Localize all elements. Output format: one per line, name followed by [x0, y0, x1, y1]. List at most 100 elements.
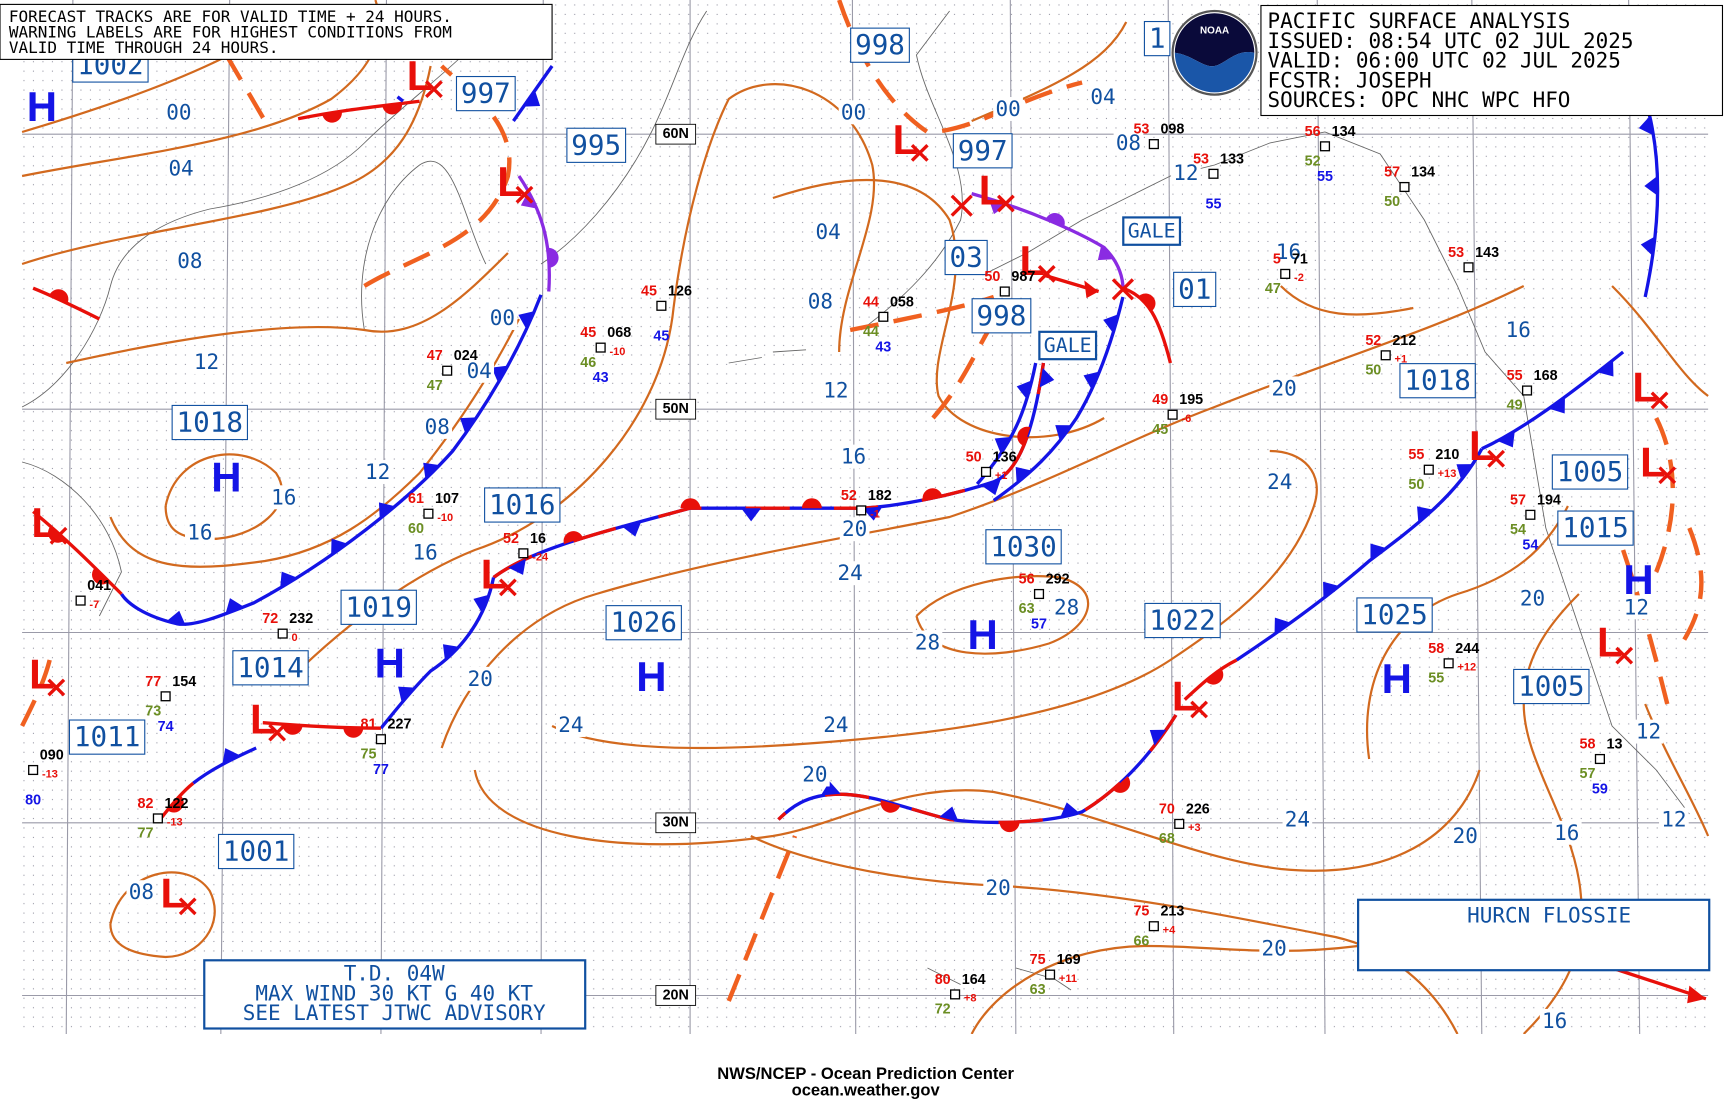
station-s: 74	[158, 719, 174, 735]
station	[950, 989, 961, 1000]
pressure-label-box	[952, 133, 1013, 169]
center-x	[47, 678, 66, 697]
station-p: 16	[530, 531, 546, 547]
isobar-label-bg	[164, 100, 194, 125]
station-t: 58	[1580, 736, 1596, 752]
station-p: 226	[1186, 801, 1210, 817]
front-semicircle	[680, 498, 701, 509]
warning-line: VALID TIME THROUGH 24 HOURS.	[9, 38, 279, 57]
front-semicircle	[1205, 668, 1224, 685]
gale-label: GALE	[1044, 334, 1092, 357]
isobar-label: 20	[468, 667, 493, 691]
station-s: 59	[1592, 782, 1608, 798]
isobar-label: 28	[1054, 595, 1079, 619]
front-triangle	[225, 598, 244, 614]
station-t: 57	[1510, 492, 1526, 508]
front-triangle	[1417, 506, 1434, 523]
station-p: 194	[1537, 492, 1561, 508]
isobar-label: 16	[271, 485, 296, 509]
front-triangle	[1097, 244, 1115, 261]
isobar-label: 24	[838, 561, 863, 585]
station-p: 068	[607, 325, 631, 341]
front-triangle	[741, 508, 762, 522]
front-triangle	[473, 594, 490, 613]
pressure-label: 995	[571, 129, 621, 161]
center-x	[1658, 466, 1677, 485]
station-s: 77	[373, 762, 389, 778]
occl-front	[517, 175, 551, 292]
station	[152, 813, 163, 824]
station	[1044, 969, 1056, 980]
pressure-label-box	[340, 589, 417, 625]
station-t: 44	[863, 294, 879, 310]
pressure-label-box	[217, 833, 295, 870]
pressure-label: 1015	[1562, 512, 1628, 544]
station-tend: -1	[870, 509, 880, 521]
station-p: 213	[1160, 904, 1184, 920]
pressure-label-box	[1173, 271, 1217, 308]
station-s: 55	[1205, 196, 1221, 212]
station-p: 136	[993, 449, 1017, 465]
isobar-label: 20	[1453, 824, 1478, 848]
front-triangle	[1103, 314, 1119, 334]
front-semicircle	[1139, 293, 1156, 311]
footer-line: ocean.weather.gov	[792, 1081, 941, 1100]
front-semicircle	[880, 800, 901, 813]
front-triangle	[331, 538, 348, 556]
isobar-label-bg	[1171, 160, 1201, 185]
station	[1280, 268, 1291, 279]
station-tend: -6	[1181, 413, 1191, 425]
coastlines	[21, 10, 1690, 991]
isobar-label: 16	[1542, 1009, 1567, 1033]
station-t: 53	[1193, 151, 1209, 167]
lat-label: 60N	[663, 126, 689, 142]
header-line: SOURCES: OPC NHC WPC HFO	[1268, 88, 1571, 112]
front-triangle	[166, 610, 186, 626]
isobar-label: 20	[802, 763, 827, 787]
station-p: 182	[868, 488, 892, 504]
isobar-label: 16	[1506, 318, 1531, 342]
pressure-center: L	[1640, 438, 1666, 485]
warm-front	[32, 286, 101, 321]
front-semicircle	[547, 247, 559, 268]
station-t: 55	[1507, 368, 1523, 384]
isobar-label: 20	[1262, 936, 1287, 960]
station-d: 49	[1507, 398, 1523, 414]
isobar-label-bg	[838, 444, 869, 469]
pressure-label: 1001	[223, 836, 289, 868]
pressure-center: H	[375, 640, 405, 687]
isobar-label: 04	[1090, 85, 1115, 109]
lat-label-box	[655, 123, 697, 145]
station-d: 75	[361, 746, 377, 762]
station-d: 66	[1133, 933, 1149, 949]
station-t: 75	[1133, 904, 1149, 920]
pressure-center: L	[979, 167, 1005, 214]
isobar-label-bg	[1517, 586, 1548, 611]
pressure-center: L	[31, 499, 57, 546]
center-x	[1190, 700, 1209, 719]
isobar-label-bg	[1264, 469, 1295, 494]
station-p: 107	[435, 491, 459, 507]
station-d: 52	[1305, 153, 1321, 169]
hurricane-box: HURCN FLOSSIE	[1357, 898, 1711, 972]
station	[1208, 168, 1219, 179]
isobar-label-bg	[1539, 1008, 1570, 1033]
cold-front	[1235, 448, 1484, 662]
front-triangle	[222, 748, 241, 765]
station-d: 50	[1384, 194, 1400, 210]
front-triangle	[423, 462, 440, 480]
lat-label: 30N	[663, 815, 689, 831]
station	[856, 505, 867, 516]
pressure-label: 03	[950, 242, 983, 274]
stationary-front-red	[492, 362, 1046, 579]
station-t: 81	[361, 717, 377, 733]
isobar-label: 04	[815, 220, 840, 244]
isobar-label: 04	[467, 359, 492, 383]
lat-label: 20N	[663, 987, 689, 1003]
footer-line: NWS/NCEP - Ocean Prediction Center	[717, 1064, 1014, 1083]
station-t: 50	[984, 269, 1000, 285]
station	[1594, 753, 1605, 765]
station	[423, 508, 434, 519]
station-tend: -13	[42, 768, 58, 780]
station-d: 54	[1510, 522, 1526, 538]
